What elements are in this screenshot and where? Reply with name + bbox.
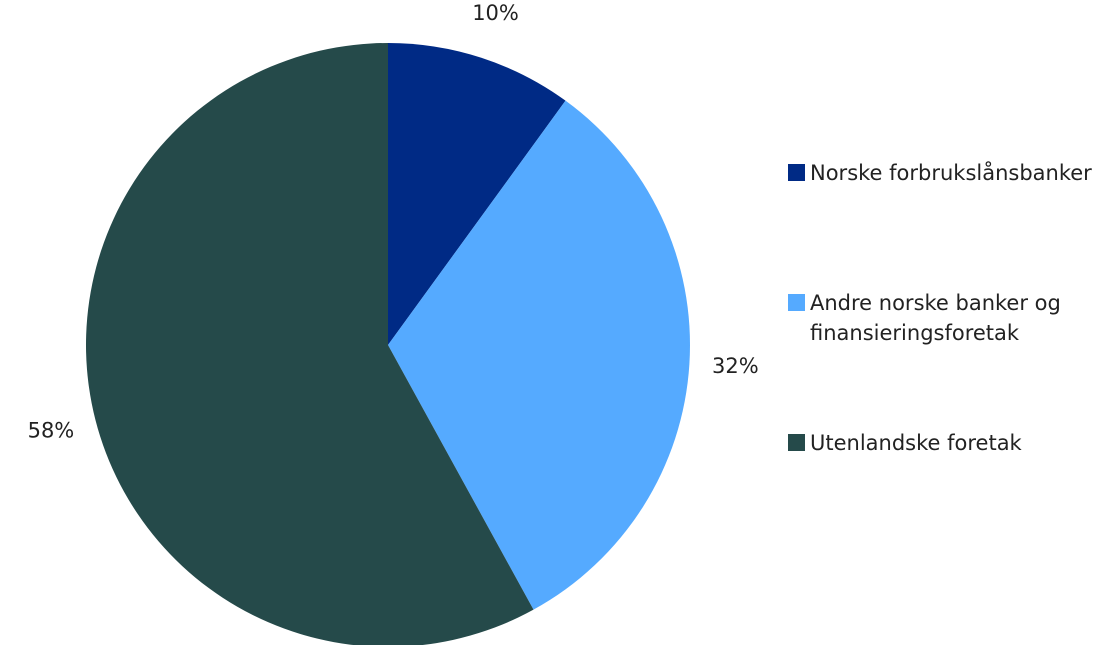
pie-slice: [388, 43, 566, 345]
legend-label: Utenlandske foretak: [810, 431, 1022, 455]
data-label: 58%: [28, 419, 75, 443]
pie-slice: [388, 100, 690, 610]
data-label: 10%: [472, 1, 519, 25]
legend-swatch: [788, 434, 805, 451]
legend-swatch: [788, 294, 805, 311]
pie-slice: [86, 43, 534, 645]
data-label: 32%: [712, 354, 759, 378]
legend-label: Andre norske banker og finansieringsfore…: [810, 291, 1061, 345]
legend-item: Utenlandske foretak: [788, 430, 1100, 458]
legend-item: Norske forbrukslånsbanker: [788, 160, 1100, 188]
legend-item: Andre norske banker og finansieringsfore…: [788, 290, 1100, 348]
legend-swatch: [788, 164, 805, 181]
legend-label: Norske forbrukslånsbanker: [810, 161, 1092, 185]
